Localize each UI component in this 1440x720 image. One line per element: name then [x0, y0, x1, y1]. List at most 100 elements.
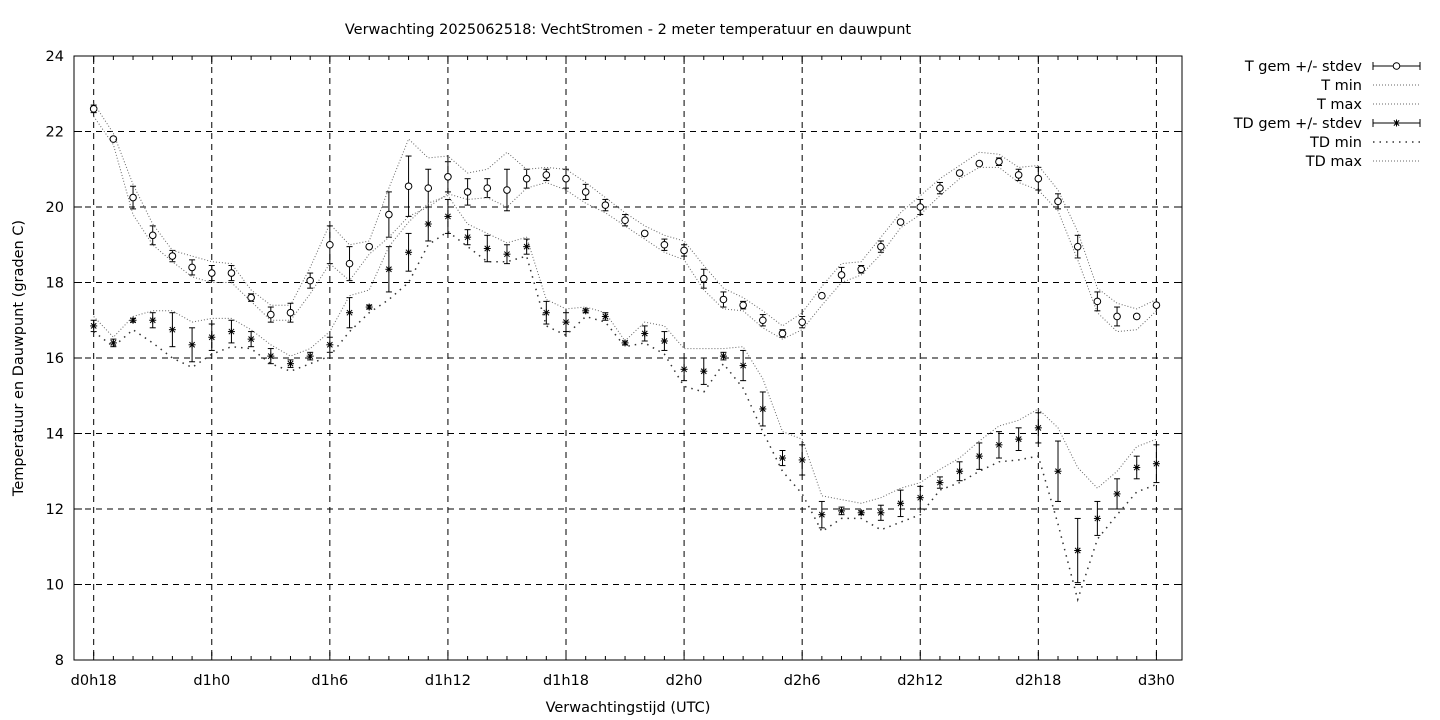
data-point-star — [995, 441, 1003, 449]
data-point-star — [188, 341, 196, 349]
x-tick-label: d2h6 — [784, 673, 821, 689]
data-point-star — [109, 339, 117, 347]
star-stroke — [149, 317, 156, 324]
data-point-star — [542, 309, 550, 317]
star-stroke — [267, 353, 274, 360]
data-point-circle — [739, 301, 747, 309]
star-stroke — [917, 494, 924, 501]
data-point-circle — [660, 240, 669, 249]
series-2 — [93, 102, 1157, 327]
data-point-circle — [444, 173, 452, 181]
x-tick-label: d1h0 — [193, 673, 230, 689]
data-point-star — [1113, 490, 1121, 498]
star-stroke — [936, 479, 943, 486]
data-point-circle — [247, 293, 255, 302]
data-point-star — [975, 452, 983, 460]
star-stroke — [444, 213, 451, 220]
data-point-circle — [1093, 297, 1102, 306]
star-stroke — [464, 234, 471, 241]
data-point-circle — [916, 203, 925, 211]
data-point-circle — [404, 182, 413, 191]
data-point-star — [1054, 467, 1062, 475]
data-point-circle — [148, 231, 157, 240]
data-point-circle — [818, 291, 826, 300]
star-stroke — [799, 456, 806, 463]
star-stroke — [641, 330, 648, 337]
y-tick-label: 24 — [46, 49, 64, 65]
data-point-circle — [1073, 242, 1082, 251]
data-point-star — [286, 360, 294, 368]
data-point-star — [444, 212, 452, 220]
data-point-star — [149, 316, 157, 324]
star-stroke — [248, 336, 255, 343]
star-stroke — [326, 341, 333, 348]
data-point-circle — [640, 229, 649, 238]
star-stroke — [1133, 464, 1140, 471]
grid-lines — [74, 56, 1182, 660]
data-point-star — [523, 243, 531, 251]
data-point-star — [405, 248, 413, 256]
data-point-circle — [857, 265, 866, 274]
x-tick-label: d2h18 — [1015, 673, 1061, 689]
star-stroke — [90, 322, 97, 329]
y-tick-label: 22 — [46, 125, 64, 141]
series-5 — [93, 195, 1157, 504]
star-stroke — [189, 341, 196, 348]
series-4 — [93, 230, 1157, 603]
star-stroke — [366, 304, 373, 311]
data-point-star — [365, 303, 373, 311]
data-point-circle — [1034, 174, 1043, 183]
star-stroke — [700, 368, 707, 375]
star-stroke — [228, 328, 235, 335]
series-line — [93, 195, 1157, 504]
data-point-circle — [621, 216, 629, 225]
data-point-star — [857, 509, 865, 517]
data-point-star — [208, 333, 216, 341]
data-point-circle — [286, 308, 295, 317]
data-point-star — [168, 326, 176, 334]
star-stroke — [287, 360, 294, 367]
star-stroke — [346, 309, 353, 316]
legend-label: TD gem +/- stdev — [1233, 116, 1363, 132]
star-stroke — [877, 509, 884, 516]
y-tick-label: 16 — [46, 351, 64, 367]
data-point-circle — [522, 174, 531, 183]
data-point-star — [346, 309, 354, 317]
star-stroke — [130, 317, 137, 324]
x-tick-label: d3h0 — [1138, 673, 1175, 689]
data-point-circle — [759, 316, 767, 325]
series-line — [93, 102, 1157, 327]
data-point-star — [798, 456, 806, 464]
data-point-star — [818, 511, 826, 519]
legend-label: TD min — [1309, 135, 1362, 151]
data-point-circle — [1113, 312, 1121, 321]
star-stroke — [523, 243, 530, 250]
data-point-circle — [188, 263, 196, 272]
star-stroke — [405, 249, 412, 256]
star-stroke — [995, 441, 1002, 448]
data-point-circle — [1014, 171, 1023, 179]
x-tick-label: d1h18 — [543, 673, 589, 689]
data-point-star — [306, 352, 314, 360]
data-point-star — [1093, 514, 1101, 522]
data-point-star — [838, 507, 846, 515]
x-tick-label: d0h18 — [71, 673, 117, 689]
data-point-circle — [975, 159, 984, 168]
legend-label: T min — [1320, 78, 1362, 94]
data-point-circle — [89, 105, 98, 113]
star-stroke — [1055, 468, 1061, 475]
data-point-circle — [306, 276, 314, 285]
x-tick-label: d2h0 — [666, 673, 703, 689]
data-point-circle — [562, 174, 570, 183]
data-point-star — [641, 329, 649, 337]
data-point-circle — [227, 269, 236, 277]
star-stroke — [681, 366, 688, 373]
star-stroke — [582, 307, 589, 314]
data-point-star — [1034, 424, 1042, 432]
data-point-circle — [168, 252, 177, 260]
y-tick-label: 20 — [46, 200, 64, 216]
data-point-circle — [1152, 301, 1161, 309]
data-point-circle — [1054, 197, 1062, 206]
data-point-circle — [267, 310, 275, 319]
data-point-circle — [345, 259, 354, 268]
